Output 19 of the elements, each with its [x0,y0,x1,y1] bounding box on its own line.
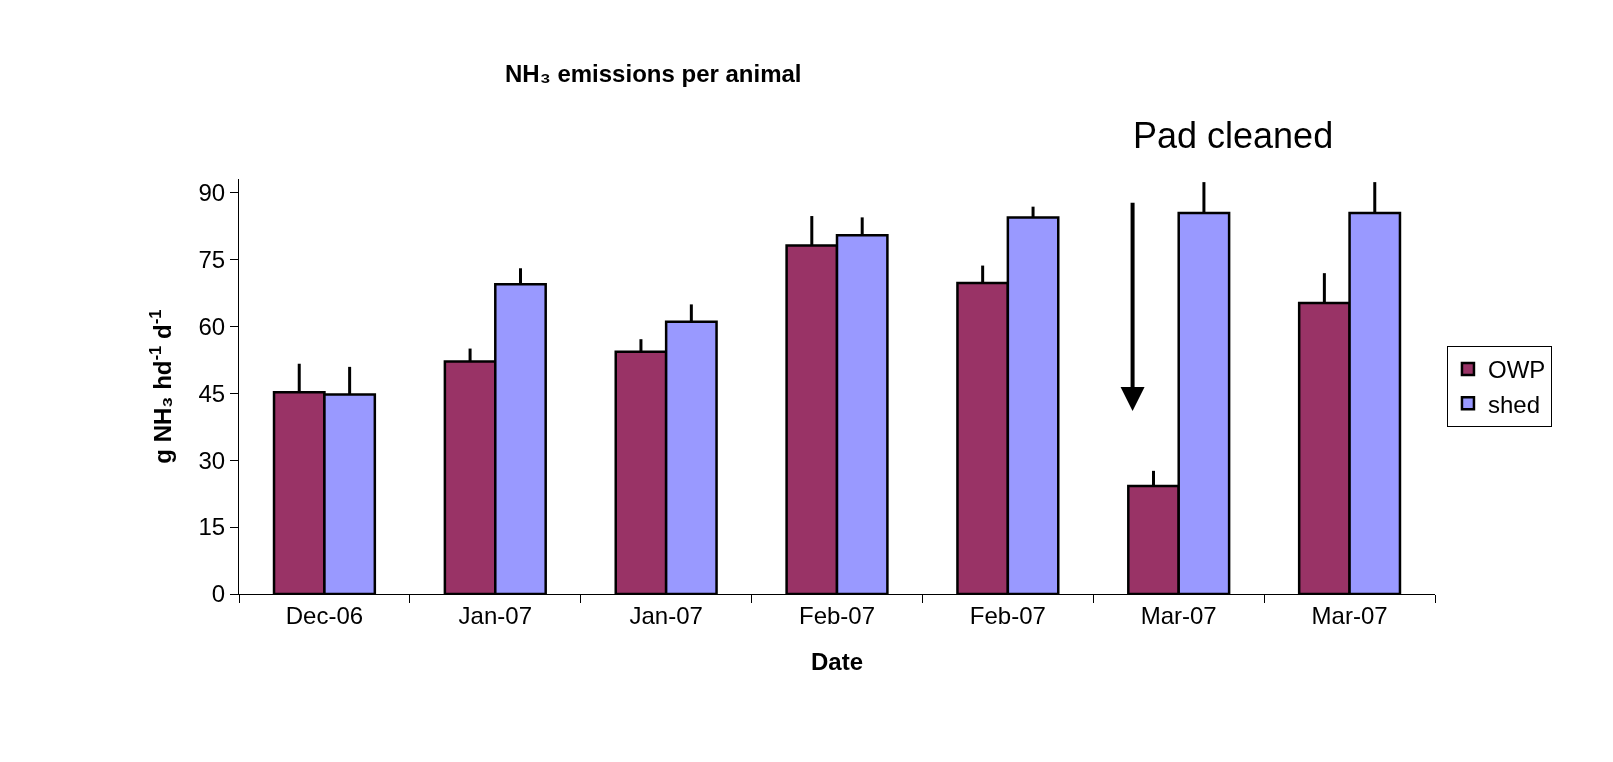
y-tick-label: 15 [198,513,226,541]
x-tick-label: Jan-07 [629,601,703,629]
y-tick-label: 0 [211,580,226,608]
x-axis-title: Date [810,648,864,676]
y-tick-label: 45 [198,379,226,407]
y-tick-label: 60 [198,312,226,340]
y-tick-label: 30 [198,446,226,474]
legend-label: shed [1487,390,1541,418]
x-tick-label: Mar-07 [1311,601,1388,629]
x-tick-label: Mar-07 [1140,601,1217,629]
x-tick-label: Jan-07 [458,601,532,629]
text: Pad cleaned [1133,115,1334,156]
chart-title: NH₃ emissions per animal [505,59,802,87]
x-tick-label: Feb-07 [969,601,1046,629]
x-tick-label: Feb-07 [798,601,876,629]
x-tick-label: Dec-06 [285,601,364,629]
y-tick-label: 75 [198,245,226,273]
legend-label: OWP [1487,356,1546,384]
y-tick-label: 90 [198,178,226,206]
